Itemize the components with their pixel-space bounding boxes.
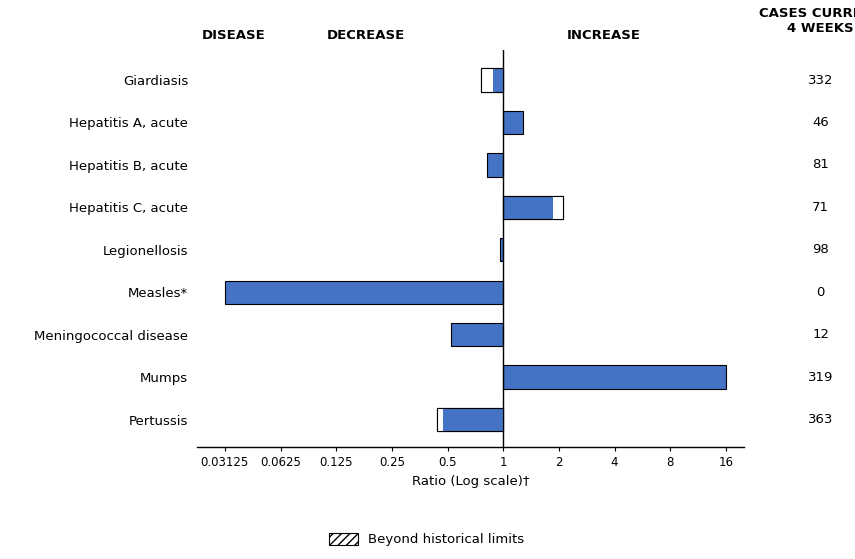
Bar [552, 196, 563, 219]
Text: 0: 0 [817, 286, 825, 299]
Text: 332: 332 [808, 74, 834, 87]
Text: 71: 71 [812, 201, 829, 214]
Text: 363: 363 [808, 413, 834, 426]
Bar [225, 281, 504, 304]
Bar [481, 68, 504, 92]
Legend: Beyond historical limits: Beyond historical limits [323, 527, 529, 552]
Text: 319: 319 [808, 371, 834, 383]
Bar [443, 408, 504, 432]
Text: DISEASE: DISEASE [203, 29, 266, 42]
Bar [500, 238, 504, 262]
Bar [504, 366, 726, 389]
X-axis label: Ratio (Log scale)†: Ratio (Log scale)† [411, 475, 529, 488]
Bar [437, 408, 443, 432]
Bar [504, 196, 563, 219]
Bar [437, 408, 504, 432]
Text: 81: 81 [812, 158, 829, 172]
Bar [437, 408, 504, 432]
Text: DECREASE: DECREASE [327, 29, 404, 42]
Text: INCREASE: INCREASE [567, 29, 641, 42]
Bar [487, 153, 504, 177]
Bar [451, 323, 504, 347]
Bar [481, 68, 493, 92]
Text: 98: 98 [812, 243, 829, 257]
Text: CASES CURRENT
4 WEEKS: CASES CURRENT 4 WEEKS [759, 7, 855, 35]
Text: 12: 12 [812, 328, 829, 341]
Bar [504, 196, 563, 219]
Text: 46: 46 [812, 116, 829, 129]
Bar [481, 68, 504, 92]
Bar [504, 196, 552, 219]
Bar [493, 68, 504, 92]
Bar [504, 111, 523, 134]
